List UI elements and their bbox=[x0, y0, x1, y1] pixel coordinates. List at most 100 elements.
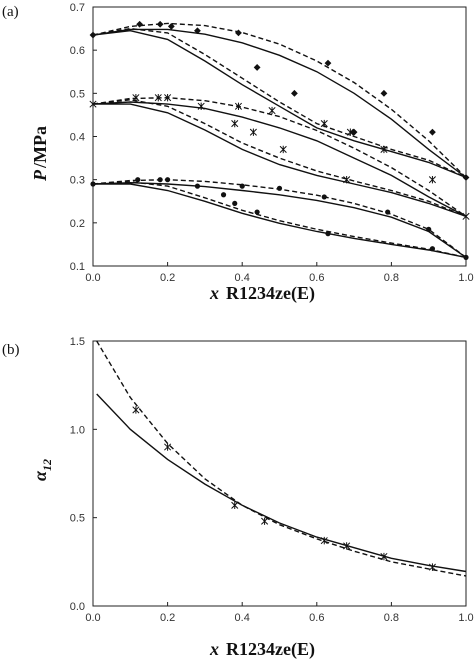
panel-a-point-diamond bbox=[350, 128, 358, 136]
panel-a-point-diamond bbox=[380, 89, 388, 97]
panel-a-curve-dashed bbox=[92, 96, 467, 217]
panel-b-xlabel-rest: R1234ze(E) bbox=[226, 639, 315, 660]
panel-a-point-cross bbox=[164, 93, 172, 102]
panel-a-xtick-label: 0.6 bbox=[309, 272, 324, 284]
panel-a-xtick-label: 0.8 bbox=[384, 272, 399, 284]
panel-a-point-diamond bbox=[89, 31, 97, 39]
panel-a-curve-solid bbox=[93, 103, 467, 218]
panel-b-ylabel-alpha: α bbox=[30, 470, 50, 481]
panel-a-ylabel-rest: /MPa bbox=[30, 126, 50, 169]
panel-a-point-circle bbox=[90, 181, 96, 187]
panel-a-ytick-label: 0.2 bbox=[70, 218, 85, 230]
panel-b-xtick-label: 0.6 bbox=[309, 612, 324, 624]
panel-a-marks: 0.0 0.2 0.4 0.6 0.8 1.0 0.1 0.2 0.3 0.4 0.5 0.6 0.7 bbox=[70, 2, 474, 284]
panel-a-curve-dashed bbox=[92, 99, 467, 218]
panel-a-curve-solid bbox=[93, 183, 467, 259]
panel-a-plot-frame bbox=[92, 6, 467, 267]
panel-a-xtick-label: 0.4 bbox=[235, 272, 250, 284]
panel-a-point-cross bbox=[343, 175, 351, 184]
panel-b: (b) 0.0 0.2 0.4 0.6 0.8 1.0 0.0 0.5 1.0 1.5 x R12… bbox=[2, 336, 474, 660]
panel-a-point-cross bbox=[154, 93, 162, 102]
panel-a-xtick-label: 0.2 bbox=[160, 272, 175, 284]
panel-a-point-diamond bbox=[235, 29, 242, 37]
panel-b-point-cross bbox=[261, 517, 269, 525]
panel-a-point-circle bbox=[321, 194, 327, 200]
panel-a-curve-solid bbox=[92, 101, 467, 218]
panel-a-curve-solid bbox=[92, 28, 467, 179]
panel-a-point-diamond bbox=[462, 174, 470, 181]
svg-text:α12: α12 bbox=[30, 459, 54, 481]
panel-b-ytick-label: 0.5 bbox=[70, 513, 85, 525]
panel-a-point-cross bbox=[197, 102, 205, 110]
panel-a-xtick-label: 1.0 bbox=[458, 272, 473, 284]
panel-b-xtick-label: 0.2 bbox=[160, 612, 175, 624]
panel-a-xtick-label: 0.0 bbox=[85, 272, 100, 284]
panel-b-point-cross bbox=[231, 501, 239, 509]
panel-a: (a) 0.0 0.2 0.4 0.6 0.8 1.0 0.1 0.2 0.3 0.4 0.5 0.6… bbox=[2, 2, 474, 304]
panel-a-point-cross bbox=[428, 175, 436, 184]
panel-b-curve-solid bbox=[96, 393, 467, 573]
panel-b-xtick-label: 0.0 bbox=[85, 612, 100, 624]
panel-b-plot-frame bbox=[92, 340, 467, 607]
panel-a-point-circle bbox=[194, 183, 201, 189]
panel-b-point-cross bbox=[320, 536, 328, 545]
panel-a-xlabel-italic: x bbox=[209, 283, 219, 303]
panel-a-point-cross bbox=[320, 119, 328, 128]
panel-a-point-circle bbox=[135, 177, 141, 183]
panel-b-curve-dashed bbox=[96, 340, 467, 577]
panel-a-point-circle bbox=[165, 177, 171, 183]
panel-b-xtick-label: 1.0 bbox=[458, 612, 473, 624]
panel-a-curve-solid bbox=[92, 181, 467, 258]
panel-a-point-circle bbox=[276, 185, 283, 191]
panel-a-point-cross bbox=[462, 212, 470, 221]
panel-a-point-diamond bbox=[156, 20, 164, 28]
panel-b-ytick-label: 1.5 bbox=[70, 336, 85, 348]
panel-a-ytick-label: 0.3 bbox=[70, 175, 85, 187]
panel-a-point-circle bbox=[254, 209, 260, 215]
panel-a-point-cross bbox=[234, 102, 243, 110]
panel-a-point-diamond bbox=[291, 89, 298, 97]
panel-a-point-diamond bbox=[167, 23, 175, 30]
panel-a-label: (a) bbox=[2, 4, 19, 20]
panel-a-point-circle bbox=[385, 209, 391, 215]
panel-a-point-cross bbox=[279, 145, 287, 154]
panel-a-curve-dashed bbox=[92, 178, 467, 258]
panel-a-point-circle bbox=[325, 231, 331, 237]
panel-b-ytick-label: 0.0 bbox=[70, 601, 85, 613]
panel-a-point-cross bbox=[268, 106, 276, 115]
panel-b-point-cross bbox=[380, 552, 388, 561]
panel-a-point-cross bbox=[380, 145, 388, 154]
panel-a-point-circle bbox=[463, 254, 469, 260]
panel-b-ytick-label: 1.0 bbox=[70, 424, 85, 436]
panel-a-ytick-label: 0.5 bbox=[70, 88, 85, 100]
panel-a-point-diamond bbox=[136, 20, 144, 28]
panel-b-point-cross bbox=[428, 563, 436, 571]
panel-b-xlabel-italic: x bbox=[209, 639, 219, 659]
panel-a-point-diamond bbox=[429, 128, 436, 136]
panel-b-xtick-label: 0.8 bbox=[384, 612, 399, 624]
panel-a-curve-dashed bbox=[92, 181, 467, 259]
panel-b-xtick-label: 0.4 bbox=[235, 612, 250, 624]
panel-a-point-circle bbox=[426, 226, 432, 232]
panel-a-ytick-label: 0.7 bbox=[70, 2, 85, 14]
panel-a-point-diamond bbox=[194, 27, 201, 35]
panel-a-point-circle bbox=[429, 246, 436, 252]
panel-a-ytick-label: 0.1 bbox=[70, 261, 85, 273]
panel-a-ytick-label: 0.4 bbox=[70, 132, 85, 144]
panel-a-point-circle bbox=[239, 183, 245, 189]
panel-a-point-circle bbox=[157, 177, 163, 183]
panel-a-point-diamond bbox=[324, 59, 332, 67]
panel-a-point-cross bbox=[346, 128, 354, 136]
panel-a-point-circle bbox=[232, 200, 238, 207]
panel-b-label: (b) bbox=[2, 342, 20, 358]
panel-a-curve-dashed bbox=[92, 22, 467, 178]
panel-a-point-cross bbox=[231, 119, 239, 128]
panel-b-point-cross bbox=[164, 443, 172, 451]
panel-a-ytick-label: 0.6 bbox=[70, 45, 85, 57]
panel-a-point-cross bbox=[132, 93, 140, 102]
panel-b-point-cross bbox=[343, 542, 351, 550]
panel-b-marks: 0.0 0.2 0.4 0.6 0.8 1.0 0.0 0.5 1.0 1.5 bbox=[70, 336, 474, 624]
panel-a-point-cross bbox=[249, 128, 257, 136]
panel-a-point-cross bbox=[89, 100, 97, 108]
